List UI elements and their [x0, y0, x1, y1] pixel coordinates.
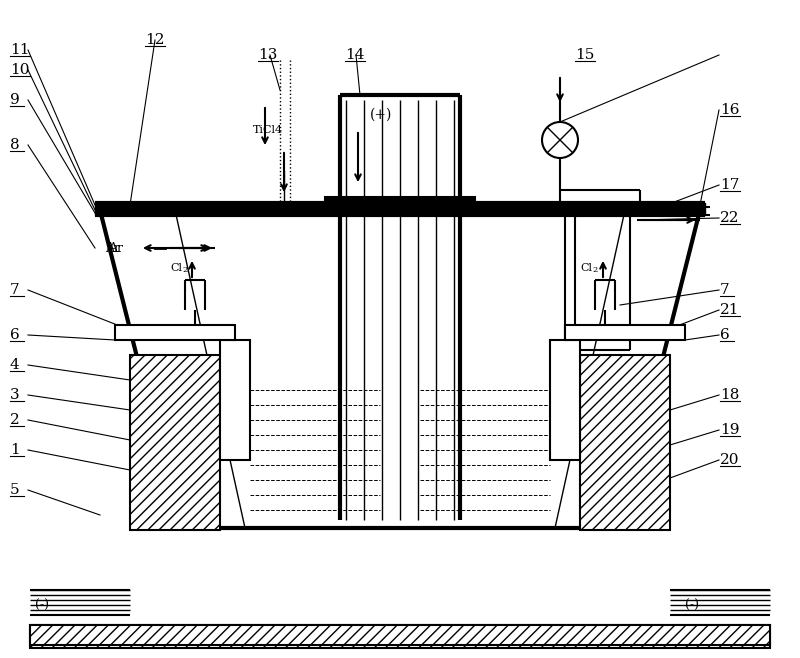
- Bar: [95, 203, 705, 215]
- Bar: [220, 340, 250, 460]
- Text: Ar: Ar: [105, 241, 120, 255]
- Bar: [580, 355, 670, 530]
- Text: 14: 14: [345, 48, 365, 62]
- Text: (-): (-): [35, 599, 49, 611]
- Text: 7: 7: [720, 283, 730, 297]
- Text: 4: 4: [10, 358, 20, 372]
- Text: 21: 21: [720, 303, 739, 317]
- Text: 19: 19: [720, 423, 739, 437]
- Text: 3: 3: [10, 388, 20, 402]
- Bar: [565, 325, 685, 340]
- Text: (+): (+): [370, 108, 392, 122]
- Text: 18: 18: [720, 388, 739, 402]
- Text: 15: 15: [575, 48, 594, 62]
- Text: Cl: Cl: [170, 263, 182, 273]
- Bar: [550, 340, 580, 460]
- Text: 17: 17: [720, 178, 739, 192]
- Text: 16: 16: [720, 103, 739, 117]
- Text: (-): (-): [685, 599, 699, 611]
- Text: 22: 22: [720, 211, 739, 225]
- Text: 7: 7: [10, 283, 20, 297]
- Text: 6: 6: [10, 328, 20, 342]
- Bar: [450, 200, 470, 215]
- Text: Cl: Cl: [580, 263, 592, 273]
- Bar: [330, 200, 350, 215]
- Bar: [115, 325, 235, 340]
- Text: 8: 8: [10, 138, 20, 152]
- Text: 11: 11: [10, 43, 30, 57]
- Text: Ar: Ar: [108, 241, 123, 255]
- Bar: [325, 197, 475, 205]
- Text: 2: 2: [182, 266, 187, 274]
- Text: 5: 5: [10, 483, 20, 497]
- Text: 9: 9: [10, 93, 20, 107]
- Text: 12: 12: [145, 33, 165, 47]
- Bar: [30, 625, 770, 645]
- Bar: [30, 625, 770, 648]
- Text: 2: 2: [592, 266, 598, 274]
- Text: 13: 13: [258, 48, 278, 62]
- Text: 20: 20: [720, 453, 739, 467]
- Text: 1: 1: [10, 443, 20, 457]
- Bar: [130, 355, 220, 530]
- Text: TiCl4: TiCl4: [253, 125, 283, 135]
- Text: 2: 2: [10, 413, 20, 427]
- Text: 6: 6: [720, 328, 730, 342]
- Text: 10: 10: [10, 63, 30, 77]
